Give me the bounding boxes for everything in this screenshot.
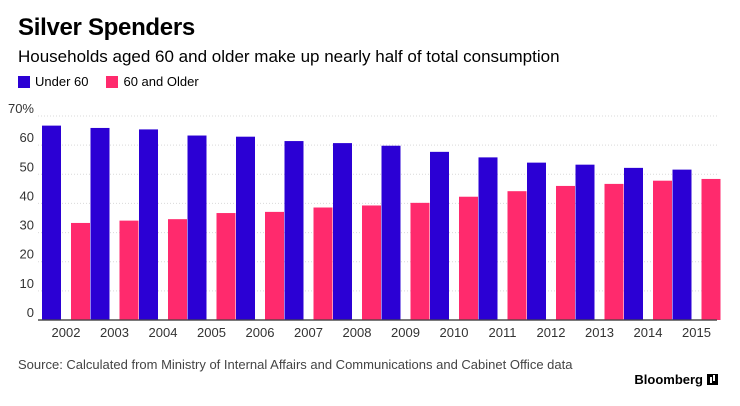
x-tick-label: 2008 [343, 325, 372, 340]
y-tick-label: 50 [20, 159, 34, 174]
x-tick-label: 2015 [682, 325, 711, 340]
x-tick-label: 2006 [246, 325, 275, 340]
bar-under-60 [187, 135, 207, 320]
chart-title: Silver Spenders [18, 14, 195, 41]
y-tick-label: 30 [20, 218, 34, 233]
legend-swatch-under-60 [18, 75, 30, 88]
y-tick-label: 0 [27, 305, 34, 320]
bar-under-60 [139, 129, 158, 320]
x-tick-label: 2003 [100, 325, 129, 340]
x-tick-label: 2011 [489, 325, 517, 340]
x-tick-label: 2010 [440, 325, 469, 340]
bar-60-and-older [604, 183, 624, 320]
legend-label-60-and-older: 60 and Older [123, 74, 199, 89]
bloomberg-chart-icon [707, 374, 718, 385]
bar-60-and-older [362, 205, 381, 320]
bar-60-and-older [507, 191, 527, 320]
bar-under-60 [527, 162, 546, 320]
x-tick-label: 2005 [197, 325, 226, 340]
bar-60-and-older [265, 211, 284, 320]
bar-60-and-older [71, 222, 90, 320]
bar-under-60 [284, 141, 304, 320]
legend-item-under-60: Under 60 [18, 74, 88, 89]
brand-name: Bloomberg [634, 372, 703, 387]
bar-under-60 [478, 157, 498, 320]
y-tick-label: 10 [20, 276, 34, 291]
bar-under-60 [381, 145, 401, 320]
x-tick-label: 2009 [391, 325, 420, 340]
brand-logo: Bloomberg [634, 372, 718, 387]
y-tick-label: 60 [20, 130, 34, 145]
bar-60-and-older [410, 202, 430, 320]
y-tick-label: 20 [20, 247, 34, 262]
bar-60-and-older [119, 220, 139, 320]
bar-60-and-older [556, 185, 575, 320]
x-tick-label: 2013 [585, 325, 614, 340]
x-tick-label: 2007 [294, 325, 323, 340]
y-tick-label: 40 [20, 188, 34, 203]
legend-label-under-60: Under 60 [35, 74, 89, 89]
legend-item-60-and-older: 60 and Older [106, 74, 199, 89]
bar-under-60 [42, 125, 61, 320]
bar-60-and-older [701, 178, 721, 320]
x-tick-label: 2012 [537, 325, 566, 340]
x-tick-label: 2014 [634, 325, 663, 340]
bar-under-60 [624, 167, 643, 320]
bar-60-and-older [168, 219, 187, 320]
legend: Under 60 60 and Older [18, 74, 217, 89]
x-tick-label: 2002 [52, 325, 81, 340]
bar-under-60 [672, 169, 692, 320]
bar-60-and-older [216, 213, 236, 320]
bar-under-60 [236, 136, 255, 320]
source-note: Source: Calculated from Ministry of Inte… [18, 357, 573, 372]
y-tick-label: 70% [8, 101, 34, 116]
legend-swatch-60-and-older [106, 75, 119, 88]
bar-under-60 [430, 151, 449, 320]
bar-under-60 [333, 143, 352, 320]
bar-60-and-older [653, 180, 672, 320]
x-tick-label: 2004 [149, 325, 178, 340]
chart-subtitle: Households aged 60 and older make up nea… [18, 47, 560, 66]
bar-60-and-older [313, 207, 333, 320]
bar-60-and-older [459, 196, 478, 320]
bar-under-60 [90, 127, 110, 320]
bar-under-60 [575, 164, 595, 320]
